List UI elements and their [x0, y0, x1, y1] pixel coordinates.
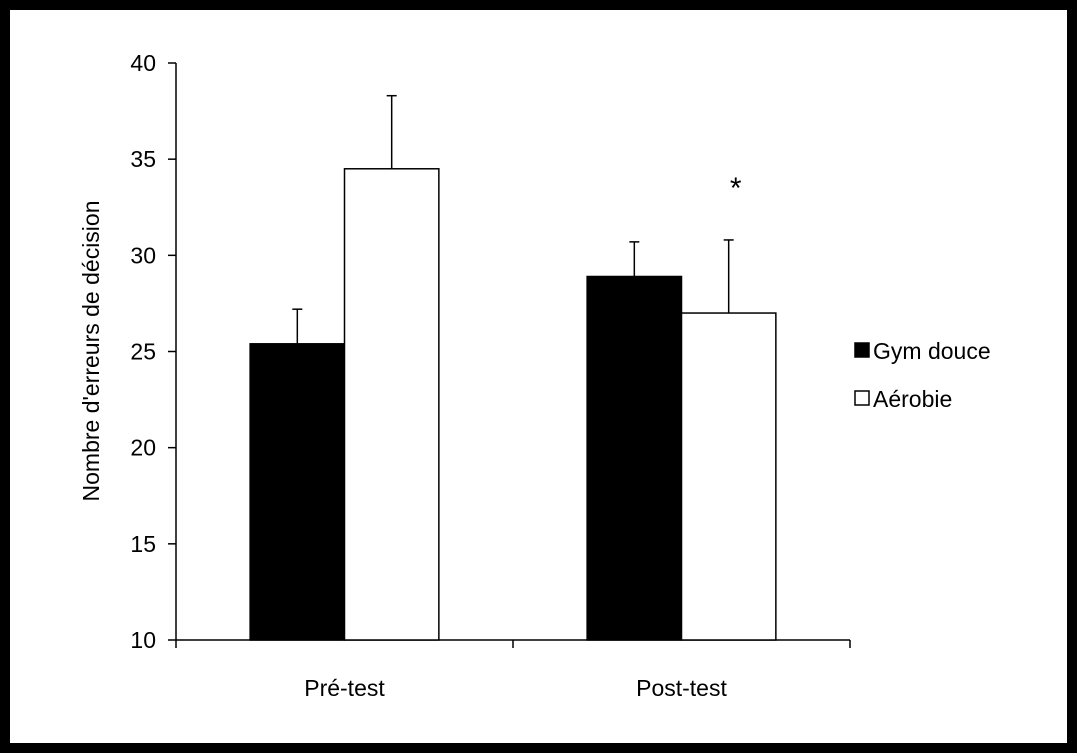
plot-area: 10 15 20 25 30 35 40 Pré-test Post-test * — [130, 50, 851, 701]
y-tick-label: 30 — [130, 242, 156, 268]
significance-star: * — [730, 172, 742, 205]
y-tick-label: 20 — [130, 435, 156, 461]
y-tick-label: 15 — [130, 531, 156, 557]
legend: Gym douce Aérobie — [854, 338, 991, 412]
legend-label: Aérobie — [873, 386, 952, 412]
legend-swatch-a-robie — [854, 390, 870, 406]
x-category-label: Pré-test — [304, 675, 385, 701]
bar-gym-douce-1 — [586, 275, 683, 641]
bar-a-robie-0 — [343, 168, 440, 641]
bar-gym-douce-0 — [249, 343, 346, 641]
y-tick-label: 35 — [130, 146, 156, 172]
y-axis-title: Nombre d'erreurs de décision — [78, 201, 104, 502]
legend-label: Gym douce — [873, 338, 991, 364]
x-category-label: Post-test — [636, 675, 727, 701]
bar-a-robie-1 — [680, 312, 777, 641]
y-tick-label: 40 — [130, 50, 156, 76]
legend-swatch-gym-douce — [854, 342, 870, 358]
y-tick-label: 10 — [130, 627, 156, 653]
y-tick-label: 25 — [130, 339, 156, 365]
